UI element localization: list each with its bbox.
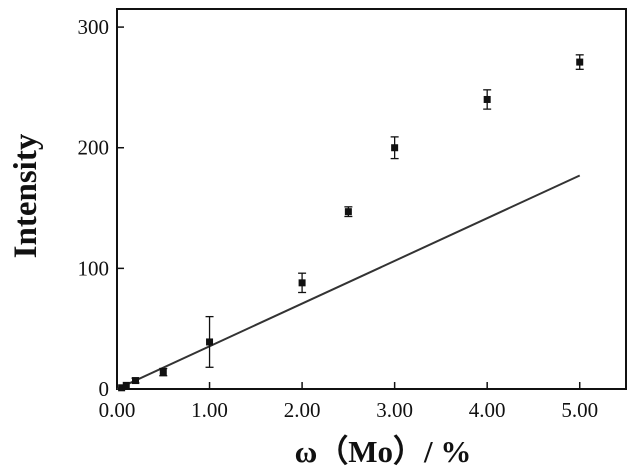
data-point: [159, 368, 167, 375]
data-point: [206, 317, 214, 368]
square-marker: [132, 377, 139, 384]
x-tick-label: 3.00: [376, 398, 413, 422]
data-point: [344, 207, 352, 217]
square-marker: [345, 208, 352, 215]
x-tick-label: 4.00: [469, 398, 506, 422]
data-point: [123, 382, 130, 389]
x-tick-label: 2.00: [284, 398, 321, 422]
square-marker: [206, 338, 213, 345]
x-tick-label: 1.00: [191, 398, 228, 422]
data-points: [118, 55, 584, 391]
y-tick-label: 0: [99, 377, 110, 401]
data-point: [483, 90, 491, 109]
plot-frame: [117, 9, 626, 389]
data-point: [132, 377, 140, 384]
x-axis-label: ω（Mo）/ %: [295, 434, 472, 469]
data-point: [391, 137, 399, 159]
y-tick-label: 200: [78, 136, 110, 160]
data-point: [298, 273, 306, 292]
square-marker: [299, 279, 306, 286]
square-marker: [123, 382, 130, 389]
y-tick-label: 100: [78, 256, 110, 280]
y-axis-label: Intensity: [8, 133, 44, 258]
square-marker: [484, 96, 491, 103]
y-tick-label: 300: [78, 15, 110, 39]
square-marker: [160, 369, 167, 376]
x-tick-label: 0.00: [99, 398, 136, 422]
x-tick-label: 5.00: [561, 398, 598, 422]
square-marker: [576, 59, 583, 66]
square-marker: [391, 144, 398, 151]
data-point: [576, 55, 584, 69]
